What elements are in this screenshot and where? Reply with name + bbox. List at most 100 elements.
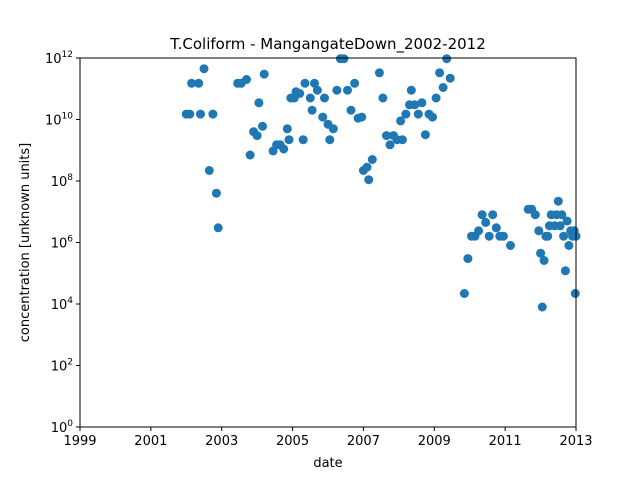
data-point	[557, 210, 567, 220]
x-tick-label: 2005	[276, 434, 309, 449]
data-point	[367, 155, 377, 164]
data-point	[536, 248, 546, 258]
data-point	[208, 109, 218, 119]
data-point	[543, 231, 553, 241]
data-point	[553, 196, 563, 206]
data-point	[445, 73, 455, 83]
data-point	[442, 54, 452, 64]
data-point	[295, 89, 305, 98]
x-tick-label: 2003	[205, 434, 238, 449]
data-point	[325, 135, 335, 145]
data-point	[488, 210, 498, 220]
x-tick-label: 2013	[559, 434, 592, 449]
y-tick-label: 1010	[45, 112, 73, 129]
data-point	[305, 93, 315, 103]
x-tick-label: 2011	[489, 434, 522, 449]
data-point	[196, 109, 205, 119]
data-point	[318, 112, 328, 122]
y-tick-label: 106	[51, 235, 74, 252]
data-point	[428, 112, 437, 122]
data-point	[397, 135, 407, 145]
data-point	[284, 135, 294, 145]
data-point	[396, 116, 406, 126]
data-point	[420, 130, 430, 140]
data-point	[431, 93, 441, 103]
data-point	[364, 175, 374, 185]
data-point	[254, 98, 264, 108]
data-point	[560, 266, 570, 276]
x-axis-label: date	[313, 456, 342, 471]
data-point	[346, 105, 356, 115]
data-point	[199, 64, 209, 74]
data-point	[310, 78, 319, 88]
data-point	[481, 217, 491, 227]
data-point	[307, 105, 317, 115]
data-point	[537, 302, 547, 312]
data-point	[382, 131, 391, 141]
data-point	[491, 223, 501, 233]
data-point	[410, 100, 420, 110]
data-point	[413, 109, 423, 119]
data-point	[252, 131, 262, 141]
data-points	[181, 54, 581, 312]
data-point	[194, 78, 204, 88]
data-point	[282, 124, 292, 134]
data-point	[534, 226, 544, 236]
data-point	[279, 144, 289, 154]
y-tick-label: 108	[51, 173, 74, 190]
data-point	[417, 98, 427, 108]
data-point	[350, 78, 360, 88]
data-point	[357, 112, 367, 122]
data-point	[300, 78, 310, 88]
data-point	[211, 188, 221, 198]
data-point	[484, 231, 494, 241]
data-point	[343, 85, 352, 95]
data-point	[506, 241, 515, 250]
data-point	[438, 83, 448, 92]
y-tick-label: 100	[51, 419, 74, 436]
data-point	[320, 93, 329, 103]
data-point	[259, 69, 269, 79]
data-point	[258, 121, 267, 131]
data-point	[332, 85, 342, 95]
data-point	[378, 93, 388, 103]
data-point	[477, 210, 487, 220]
data-point	[463, 254, 473, 264]
data-point	[435, 68, 445, 78]
y-axis-label: concentration [unknown units]	[18, 143, 33, 342]
data-point	[385, 140, 395, 150]
data-point	[328, 124, 338, 134]
chart-title: T.Coliform - MangangateDown_2002-2012	[169, 35, 486, 54]
data-point	[406, 85, 416, 95]
y-tick-label: 102	[51, 358, 73, 375]
data-point	[242, 75, 251, 84]
data-point	[498, 231, 508, 241]
y-tick-label: 104	[51, 296, 74, 313]
data-point	[564, 241, 574, 250]
data-point	[562, 216, 572, 226]
data-point	[185, 109, 195, 119]
data-point	[374, 68, 384, 78]
data-point	[213, 223, 223, 233]
data-point	[339, 54, 349, 64]
axis-ticks: 1999 2001 2003 2005 2007 2009 2011 2013 100 102 10…	[45, 50, 593, 449]
data-point	[474, 226, 484, 236]
y-tick-label: 1012	[45, 50, 73, 67]
x-tick-label: 2001	[134, 434, 167, 449]
data-point	[559, 231, 569, 241]
data-point	[312, 85, 322, 95]
x-tick-label: 1999	[63, 434, 96, 449]
data-point	[530, 210, 540, 220]
data-point	[298, 135, 308, 145]
data-point	[362, 162, 372, 172]
x-tick-label: 2009	[418, 434, 451, 449]
plot-area-frame	[79, 57, 577, 428]
data-point	[570, 289, 580, 298]
data-point	[401, 109, 411, 119]
data-point	[204, 166, 214, 175]
data-point	[459, 289, 469, 298]
data-point	[555, 221, 565, 231]
data-point	[245, 150, 255, 160]
